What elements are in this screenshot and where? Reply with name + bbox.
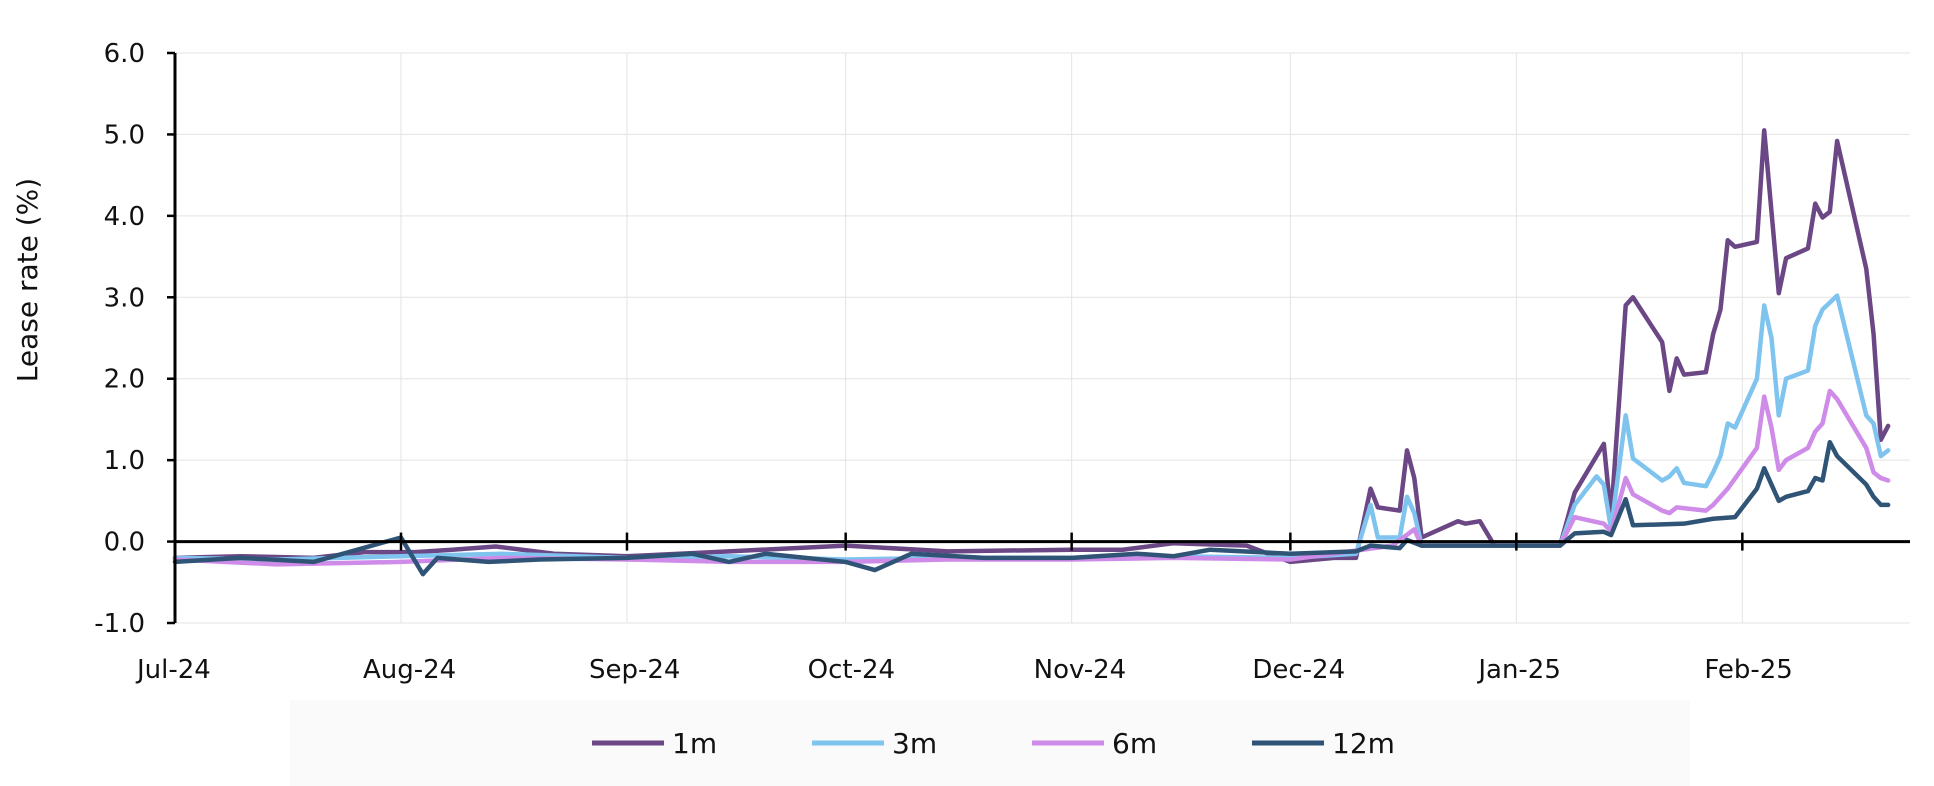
- axes: [167, 51, 1910, 625]
- y-tick-label: 4.0: [104, 202, 145, 232]
- series-lines: [172, 128, 1891, 577]
- legend-label: 12m: [1332, 727, 1395, 760]
- y-tick-label: 6.0: [104, 39, 145, 69]
- y-tick-label: 3.0: [104, 283, 145, 313]
- legend-label: 1m: [672, 727, 717, 760]
- legend-item-3m: 3m: [812, 727, 937, 760]
- x-tick-label: Dec-24: [1252, 655, 1345, 685]
- legend-item-6m: 6m: [1032, 727, 1157, 760]
- y-tick-label: 1.0: [104, 446, 145, 476]
- legend-item-12m: 12m: [1252, 727, 1395, 760]
- gridlines: [174, 52, 1910, 624]
- series-line-12m: [172, 439, 1891, 577]
- y-tick-label: 5.0: [104, 120, 145, 150]
- x-tick-label: Sep-24: [589, 655, 680, 685]
- x-tick-label: Nov-24: [1034, 655, 1127, 685]
- legend-label: 6m: [1112, 727, 1157, 760]
- legend-label: 3m: [892, 727, 937, 760]
- y-axis-ticks: -1.0 0.0 1.0 2.0 3.0 4.0 5.0 6.0: [94, 39, 145, 639]
- legend: 1m 3m 6m 12m: [592, 727, 1395, 760]
- y-tick-label: 0.0: [104, 528, 145, 558]
- x-tick-label: Oct-24: [808, 655, 895, 685]
- x-tick-label: Aug-24: [363, 655, 456, 685]
- legend-item-1m: 1m: [592, 727, 717, 760]
- x-axis-ticks: Jul-24 Aug-24 Sep-24 Oct-24 Nov-24 Dec-24 Jan-…: [135, 655, 1793, 685]
- legend-background: [290, 700, 1690, 786]
- x-tick-label: Feb-25: [1704, 655, 1793, 685]
- y-axis-title: Lease rate (%): [11, 178, 44, 382]
- y-tick-label: 2.0: [104, 365, 145, 395]
- series-line-1m: [172, 128, 1891, 565]
- x-tick-label: Jan-25: [1476, 655, 1561, 685]
- x-tick-label: Jul-24: [135, 655, 211, 685]
- series-line-6m: [172, 388, 1891, 567]
- y-tick-label: -1.0: [94, 609, 145, 639]
